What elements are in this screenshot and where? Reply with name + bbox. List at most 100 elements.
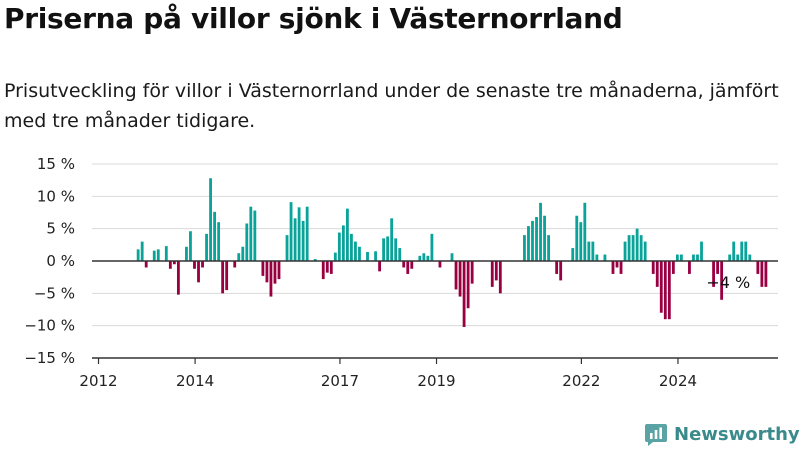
bar [217, 222, 221, 261]
bar [313, 259, 317, 261]
bar [152, 250, 156, 261]
x-tick-label: 2024 [659, 372, 697, 390]
bar [378, 261, 381, 272]
bar [345, 208, 349, 261]
bar [700, 241, 703, 261]
bar [253, 210, 257, 261]
bar [164, 246, 168, 261]
newsworthy-logo-icon [645, 424, 667, 446]
bar [595, 254, 599, 261]
bar [321, 261, 325, 280]
bar [635, 228, 639, 261]
bar [156, 249, 160, 261]
bars [136, 178, 768, 327]
bar [273, 261, 277, 284]
bar [740, 241, 744, 261]
bar [382, 238, 386, 261]
bar [736, 254, 740, 261]
y-tick-label: 5 % [46, 220, 75, 238]
bar [410, 261, 414, 269]
bar [185, 246, 188, 261]
bar [539, 202, 542, 261]
bar [305, 206, 309, 261]
bar [675, 254, 679, 261]
bar [631, 235, 635, 261]
x-tick-label: 2022 [562, 372, 600, 390]
bar [462, 261, 466, 327]
bar [523, 235, 526, 261]
bar [587, 241, 591, 261]
bar [394, 238, 398, 261]
bar [531, 220, 534, 261]
bar [679, 254, 683, 261]
bar [543, 215, 546, 261]
bar [144, 261, 148, 268]
bar [422, 253, 426, 261]
last-value-annotation: −4 % [706, 273, 750, 292]
brand-name: Newsworthy [674, 423, 800, 445]
bar [494, 261, 498, 281]
bar [490, 261, 494, 287]
bar [639, 235, 643, 261]
bar [333, 252, 337, 261]
bar [671, 261, 675, 274]
bar [418, 255, 422, 261]
y-tick-label: −5 % [34, 284, 75, 302]
chart-title: Priserna på villor sjönk i Västernorrlan… [4, 2, 623, 35]
bar [466, 261, 470, 309]
bar [663, 261, 667, 320]
bar [692, 254, 695, 261]
bar [241, 246, 245, 261]
bar [289, 202, 293, 261]
bar [201, 261, 204, 268]
bar [297, 207, 301, 261]
x-tick-label: 2017 [321, 372, 359, 390]
bar [189, 231, 192, 261]
bar [470, 261, 474, 284]
bar [197, 261, 200, 283]
bar [688, 261, 691, 274]
y-tick-label: 15 % [37, 155, 75, 173]
bar [696, 254, 699, 261]
bar [454, 261, 458, 290]
bar [325, 261, 329, 273]
bar [712, 261, 715, 287]
bar [744, 241, 748, 261]
bar [301, 220, 305, 261]
bar [285, 235, 289, 261]
bar [213, 211, 217, 261]
bar [716, 261, 720, 274]
bar [583, 202, 587, 261]
bar [390, 218, 394, 261]
bar [655, 261, 659, 287]
bar [366, 251, 369, 261]
bar [627, 235, 631, 261]
bar [728, 254, 732, 261]
bar [623, 241, 627, 261]
bar [398, 248, 402, 261]
bar [458, 261, 462, 297]
y-tick-label: 0 % [46, 252, 75, 270]
bar [579, 222, 583, 261]
bar [611, 261, 615, 274]
bar [756, 261, 760, 274]
bar [358, 246, 361, 261]
bar [265, 261, 269, 283]
bar [386, 236, 390, 261]
bar [555, 261, 559, 274]
bar [402, 261, 406, 268]
bar [261, 261, 265, 276]
bar [748, 254, 752, 261]
bar [172, 261, 176, 265]
bar [575, 215, 579, 261]
bar [426, 255, 430, 261]
bar [350, 233, 353, 261]
bar [233, 261, 237, 268]
bar [176, 261, 180, 295]
bar [406, 261, 410, 274]
bar [571, 248, 575, 261]
bar [450, 253, 454, 261]
bar [619, 261, 623, 274]
bar [354, 241, 357, 261]
